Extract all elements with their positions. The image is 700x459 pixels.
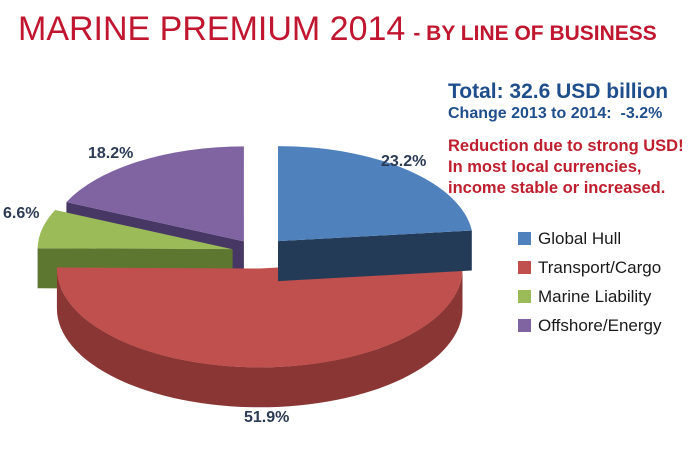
pie-slice-marine-liability	[37, 210, 233, 250]
legend-label-global-hull: Global Hull	[538, 228, 622, 248]
pie-label-global-hull: 23.2%	[381, 153, 427, 170]
legend-swatch-offshore-energy	[518, 319, 531, 332]
legend-item-offshore-energy: Offshore/Energy	[518, 311, 661, 340]
note-line-3: income stable or increased.	[448, 179, 666, 197]
legend-swatch-marine-liability	[518, 290, 531, 303]
pie-label-offshore-energy: 18.2%	[88, 145, 134, 162]
legend-label-offshore-energy: Offshore/Energy	[538, 315, 662, 335]
page-title-main: MARINE PREMIUM 2014	[18, 10, 406, 48]
page-title-suffix: - BY LINE OF BUSINESS	[413, 22, 657, 45]
legend: Global Hull Transport/Cargo Marine Liabi…	[518, 224, 661, 340]
legend-swatch-global-hull	[518, 232, 531, 245]
summary-block: Total: 32.6 USD billion Change 2013 to 2…	[448, 80, 684, 199]
pie-slice-transport-cargo	[56, 257, 463, 368]
total-premium-text: Total: 32.6 USD billion	[448, 80, 669, 103]
change-text: Change 2013 to 2014: -3.2%	[448, 105, 663, 122]
legend-item-transport-cargo: Transport/Cargo	[518, 253, 661, 282]
legend-label-transport-cargo: Transport/Cargo	[538, 257, 662, 277]
note-text: Reduction due to strong USD! In most loc…	[448, 136, 684, 199]
legend-item-marine-liability: Marine Liability	[518, 282, 661, 311]
note-line-1: Reduction due to strong USD!	[448, 137, 684, 155]
pie-label-transport-cargo: 51.9%	[244, 409, 290, 426]
legend-label-marine-liability: Marine Liability	[538, 286, 652, 306]
pie-slice-offshore-energy	[66, 146, 244, 242]
pie-wall-global-hull	[278, 230, 472, 282]
pie-slice-global-hull	[278, 146, 472, 242]
legend-item-global-hull: Global Hull	[518, 224, 661, 253]
legend-swatch-transport-cargo	[518, 261, 531, 274]
pie-rim-transport-cargo	[56, 268, 463, 408]
note-line-2: In most local currencies,	[448, 158, 642, 176]
pie-label-marine-liability: 6.6%	[3, 205, 40, 222]
page-title: MARINE PREMIUM 2014 - BY LINE OF BUSINES…	[18, 10, 657, 49]
